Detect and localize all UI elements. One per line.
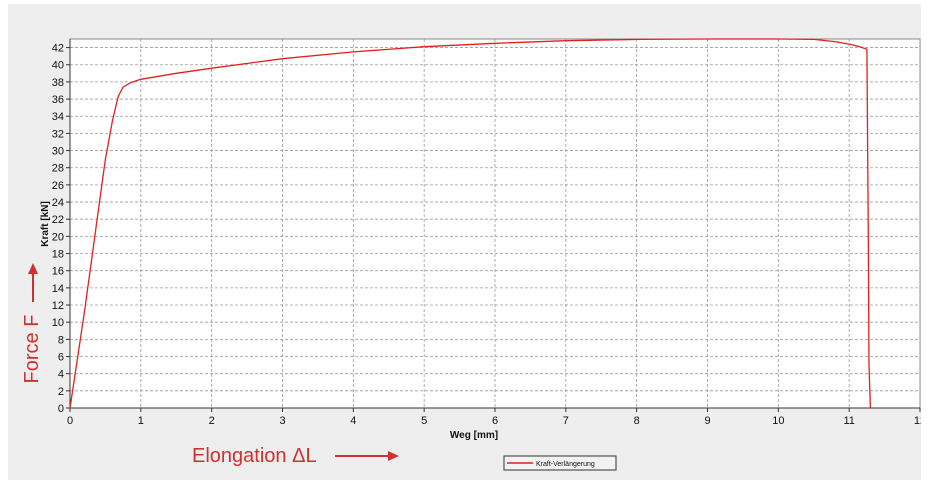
x-tick-label: 7 bbox=[563, 415, 569, 427]
legend-box bbox=[503, 455, 617, 471]
y-tick-label: 42 bbox=[52, 43, 64, 55]
y-tick-label: 14 bbox=[52, 283, 64, 295]
x-tick-label: 1 bbox=[138, 415, 144, 427]
x-tick-label: 5 bbox=[421, 415, 427, 427]
x-axis-ticks: 0123456789101112 bbox=[67, 408, 921, 427]
x-axis-title: Weg [mm] bbox=[450, 430, 498, 441]
y-tick-label: 34 bbox=[52, 111, 64, 123]
y-tick-label: 0 bbox=[58, 403, 64, 415]
y-tick-label: 26 bbox=[52, 180, 64, 192]
y-tick-label: 32 bbox=[52, 128, 64, 140]
x-tick-label: 8 bbox=[634, 415, 640, 427]
x-tick-label: 11 bbox=[843, 415, 854, 427]
y-tick-label: 22 bbox=[52, 214, 64, 226]
x-tick-label: 10 bbox=[772, 415, 784, 427]
y-tick-label: 2 bbox=[58, 386, 64, 398]
y-tick-label: 24 bbox=[52, 197, 64, 209]
legend-entry: Kraft-Verlängerung bbox=[536, 461, 595, 468]
grid bbox=[70, 39, 921, 408]
force-arrow-icon bbox=[28, 263, 38, 302]
y-tick-label: 6 bbox=[58, 352, 64, 364]
series-line-kraft-verlaengerung bbox=[69, 38, 872, 409]
y-tick-label: 38 bbox=[52, 77, 64, 89]
y-tick-label: 16 bbox=[52, 266, 64, 278]
x-tick-label: 3 bbox=[279, 415, 285, 427]
y-axis-title: Kraft [kN] bbox=[40, 201, 51, 247]
x-tick-label: 2 bbox=[209, 415, 215, 427]
y-tick-label: 28 bbox=[52, 163, 64, 175]
legend: Kraft-Verlängerung bbox=[503, 455, 617, 471]
y-tick-label: 18 bbox=[52, 249, 64, 261]
elongation-arrow-icon bbox=[335, 451, 399, 461]
x-tick-label: 12 bbox=[914, 415, 921, 427]
y-tick-label: 36 bbox=[52, 94, 64, 106]
x-tick-label: 0 bbox=[67, 415, 73, 427]
y-tick-label: 4 bbox=[58, 369, 64, 381]
y-tick-label: 40 bbox=[52, 60, 64, 72]
y-tick-label: 20 bbox=[52, 231, 64, 243]
y-tick-label: 30 bbox=[52, 146, 64, 158]
force-elongation-chart: 0123456789101112 02468101214161820222426… bbox=[21, 38, 921, 471]
elongation-annotation-label: Elongation ΔL bbox=[192, 445, 317, 467]
y-tick-label: 8 bbox=[58, 334, 64, 346]
y-tick-label: 10 bbox=[52, 317, 64, 329]
x-tick-label: 9 bbox=[704, 415, 710, 427]
chart-frame: 0123456789101112 02468101214161820222426… bbox=[8, 4, 921, 480]
x-tick-label: 6 bbox=[492, 415, 498, 427]
x-tick-label: 4 bbox=[350, 415, 356, 427]
force-annotation-label: Force F bbox=[21, 315, 43, 384]
y-tick-label: 12 bbox=[52, 300, 64, 312]
